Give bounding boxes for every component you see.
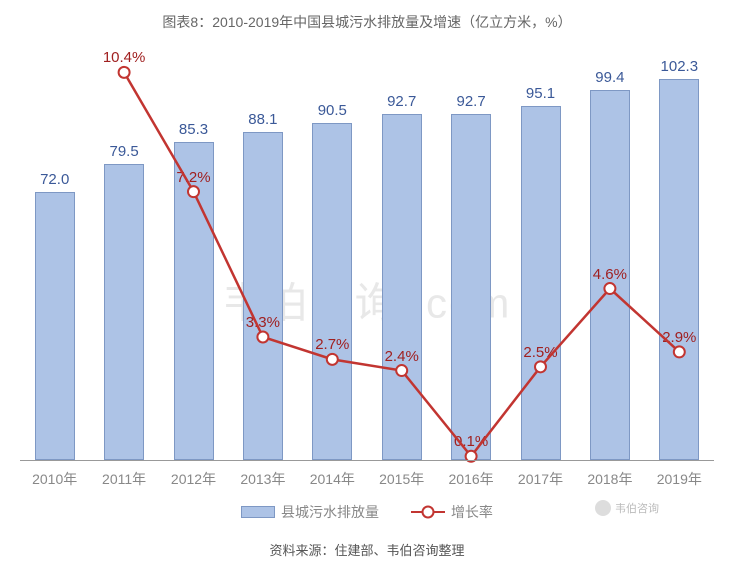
wechat-icon [595, 500, 611, 516]
growth-marker [257, 332, 268, 343]
x-tick-label: 2019年 [657, 469, 702, 489]
x-tick-label: 2013年 [240, 469, 285, 489]
legend-bar-item: 县城污水排放量 [241, 502, 379, 522]
chart-title: 图表8：2010-2019年中国县城污水排放量及增速（亿立方米，%） [0, 0, 734, 32]
x-tick-label: 2015年 [379, 469, 424, 489]
x-tick-label: 2010年 [32, 469, 77, 489]
growth-marker [535, 361, 546, 372]
growth-marker [188, 186, 199, 197]
legend-bar-label: 县城污水排放量 [281, 502, 379, 522]
growth-marker [119, 67, 130, 78]
x-tick-label: 2016年 [449, 469, 494, 489]
x-tick-label: 2017年 [518, 469, 563, 489]
brand-footnote-text: 韦伯咨询 [615, 500, 659, 516]
chart-plot-area: 韦伯咨询 .com 72.079.585.388.190.592.792.795… [20, 50, 714, 460]
legend-bar-swatch [241, 506, 275, 518]
x-axis: 2010年 2011年 2012年 2013年 2014年 2015年 2016年 2017年… [20, 460, 714, 490]
brand-footnote: 韦伯咨询 [595, 500, 659, 516]
x-tick-label: 2012年 [171, 469, 216, 489]
growth-marker [674, 346, 685, 357]
growth-marker [604, 283, 615, 294]
growth-marker [327, 354, 338, 365]
growth-line-layer [20, 50, 714, 460]
x-tick-label: 2014年 [310, 469, 355, 489]
growth-marker [396, 365, 407, 376]
x-tick-label: 2011年 [102, 469, 146, 489]
x-tick-label: 2018年 [587, 469, 632, 489]
growth-line [124, 72, 679, 456]
legend-line-item: 增长率 [411, 502, 493, 522]
legend-line-swatch [411, 506, 445, 518]
source-label: 资料来源：住建部、韦伯咨询整理 [0, 540, 734, 559]
legend-line-label: 增长率 [451, 502, 493, 522]
